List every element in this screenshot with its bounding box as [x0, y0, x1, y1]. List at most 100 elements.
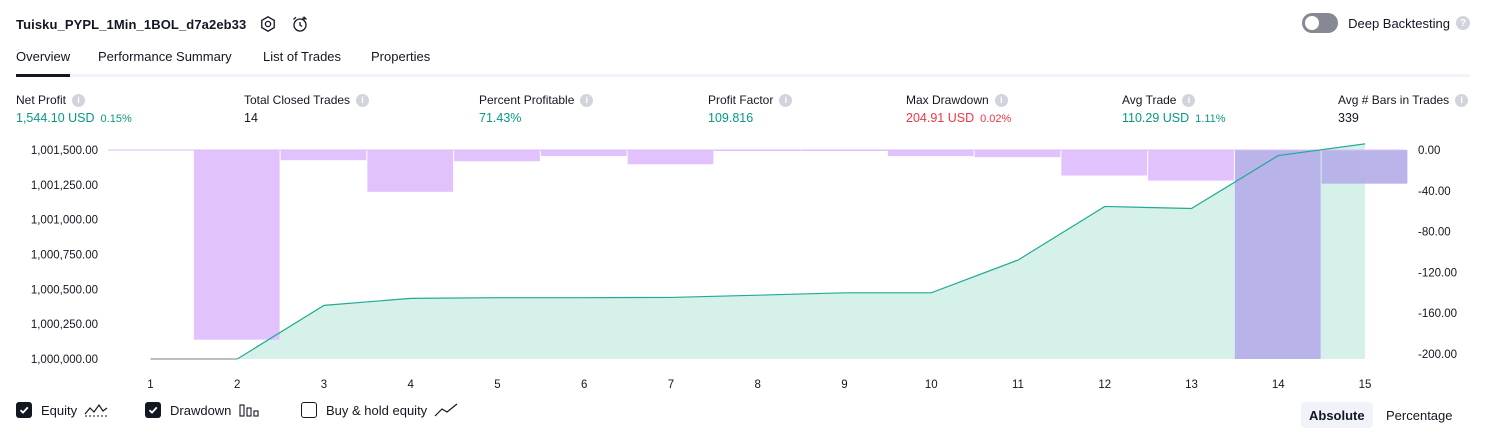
strategy-title: Tuisku_PYPL_1Min_1BOL_d7a2eb33 [16, 16, 247, 32]
metric-label: Max Drawdown [906, 93, 989, 107]
drawdown-bar [1234, 150, 1321, 359]
legend-buy-hold-label: Buy & hold equity [326, 402, 428, 418]
metric-profit-factor: Profit Factor i 109.816 [708, 93, 793, 125]
left-axis-tick-label: 1,000,000.00 [31, 354, 98, 366]
left-axis-tick-label: 1,001,250.00 [31, 180, 98, 192]
metric-value: 204.91 USD [906, 111, 975, 125]
legend-drawdown-label: Drawdown [170, 402, 232, 418]
drawdown-bar [454, 150, 540, 162]
right-axis-tick-label: -40.00 [1418, 186, 1451, 198]
metric-percent-profitable: Percent Profitable i 71.43% [479, 93, 594, 125]
left-axis-tick-label: 1,000,250.00 [31, 319, 98, 331]
drawdown-bar [1061, 150, 1148, 176]
drawdown-bar [887, 150, 974, 157]
tab-overview[interactable]: Overview [16, 49, 71, 77]
metric-label: Avg # Bars in Trades [1338, 93, 1450, 107]
metric-value: 110.29 USD [1122, 111, 1190, 125]
info-icon[interactable]: i [580, 93, 594, 107]
metric-label: Profit Factor [708, 93, 774, 107]
metric-percent: 0.02% [980, 113, 1012, 125]
info-icon[interactable]: i [994, 93, 1008, 107]
equity-drawdown-chart: 1,001,500.00 1,001,250.00 1,001,000.00 1,00… [31, 143, 1457, 391]
metric-avg-bars-in-trades: Avg # Bars in Trades i 339 [1338, 93, 1469, 125]
drawdown-bar [801, 150, 887, 152]
drawdown-bar [1148, 150, 1234, 181]
tab-list-of-trades[interactable]: List of Trades [263, 49, 342, 64]
strategy-header: Tuisku_PYPL_1Min_1BOL_d7a2eb33 [16, 12, 310, 36]
legend-buy-hold-equity[interactable]: Buy & hold equity [301, 402, 458, 418]
x-axis-tick-label: 9 [841, 379, 847, 391]
metric-label: Avg Trade [1122, 93, 1177, 107]
metric-label: Net Profit [16, 93, 67, 107]
x-axis-tick-label: 3 [321, 379, 327, 391]
x-axis-tick-label: 4 [408, 379, 415, 391]
deep-backtesting-label: Deep Backtesting [1348, 15, 1450, 31]
metric-label: Total Closed Trades [244, 93, 351, 107]
drawdown-bars-icon [238, 402, 260, 418]
drawdown-bar [540, 150, 627, 157]
x-axis-tick-label: 7 [668, 379, 674, 391]
drawdown-bar [193, 150, 280, 340]
drawdown-bar [280, 150, 367, 161]
x-axis-tick-label: 11 [1012, 379, 1024, 391]
settings-gear-icon[interactable] [258, 14, 278, 34]
metric-net-profit: Net Profit i 1,544.10 USD 0.15% [16, 93, 132, 125]
right-axis-tick-label: 0.00 [1418, 145, 1440, 157]
right-axis-tick-label: -120.00 [1418, 267, 1457, 279]
drawdown-checkbox[interactable] [145, 402, 161, 418]
drawdown-bar [627, 150, 714, 165]
tab-properties[interactable]: Properties [371, 49, 431, 64]
metric-value: 14 [244, 111, 258, 125]
right-axis-tick-label: -160.00 [1418, 308, 1457, 320]
info-icon[interactable]: i [1455, 93, 1469, 107]
drawdown-bar [1321, 150, 1408, 184]
x-axis-tick-label: 2 [234, 379, 240, 391]
equity-line-icon [84, 402, 108, 418]
legend-equity-label: Equity [41, 402, 78, 418]
x-axis-tick-label: 8 [755, 379, 761, 391]
metric-percent: 0.15% [100, 113, 132, 125]
x-axis-tick-label: 14 [1272, 379, 1285, 391]
help-icon[interactable]: ? [1456, 16, 1470, 30]
info-icon[interactable]: i [72, 93, 86, 107]
equity-checkbox[interactable] [16, 402, 32, 418]
metric-value: 339 [1338, 111, 1359, 125]
x-axis-tick-label: 10 [925, 379, 938, 391]
x-axis-tick-label: 12 [1098, 379, 1111, 391]
deep-backtesting-control: Deep Backtesting ? [1302, 13, 1470, 33]
x-axis-tick-label: 1 [147, 379, 153, 391]
info-icon[interactable]: i [779, 93, 793, 107]
legend-drawdown[interactable]: Drawdown [145, 402, 260, 418]
left-axis-tick-label: 1,001,000.00 [31, 215, 98, 227]
info-icon[interactable]: i [356, 93, 370, 107]
metric-avg-trade: Avg Trade i 110.29 USD 1.11% [1122, 93, 1226, 125]
drawdown-bar [367, 150, 454, 192]
metric-max-drawdown: Max Drawdown i 204.91 USD 0.02% [906, 93, 1011, 125]
report-tabs: Overview Performance Summary List of Tra… [16, 44, 1470, 77]
left-axis-tick-label: 1,001,500.00 [31, 145, 98, 157]
x-axis-tick-label: 13 [1185, 379, 1198, 391]
alarm-clock-icon[interactable] [290, 14, 310, 34]
drawdown-bar [714, 150, 801, 152]
deep-backtesting-toggle[interactable] [1302, 13, 1339, 33]
buy-hold-line-icon [434, 402, 458, 418]
right-axis-tick-label: -80.00 [1418, 227, 1451, 239]
info-icon[interactable]: i [1182, 93, 1196, 107]
equity-area [237, 143, 1365, 359]
drawdown-bar [974, 150, 1061, 158]
metric-total-closed-trades: Total Closed Trades i 14 [244, 93, 370, 125]
percentage-mode-button[interactable]: Percentage [1386, 407, 1453, 423]
metric-value: 1,544.10 USD [16, 111, 95, 125]
absolute-mode-button[interactable]: Absolute [1301, 402, 1373, 428]
equity-line [236, 143, 1366, 360]
x-axis-tick-label: 5 [494, 379, 500, 391]
legend-equity[interactable]: Equity [16, 402, 108, 418]
x-axis-tick-label: 15 [1359, 379, 1372, 391]
right-axis-tick-label: -200.00 [1418, 349, 1457, 361]
x-axis-tick-label: 6 [581, 379, 587, 391]
left-axis-tick-label: 1,000,500.00 [31, 284, 98, 296]
metric-percent: 1.11% [1195, 113, 1226, 125]
left-axis-tick-label: 1,000,750.00 [31, 250, 98, 262]
buy-hold-checkbox[interactable] [301, 402, 317, 418]
tab-performance-summary[interactable]: Performance Summary [98, 49, 232, 64]
